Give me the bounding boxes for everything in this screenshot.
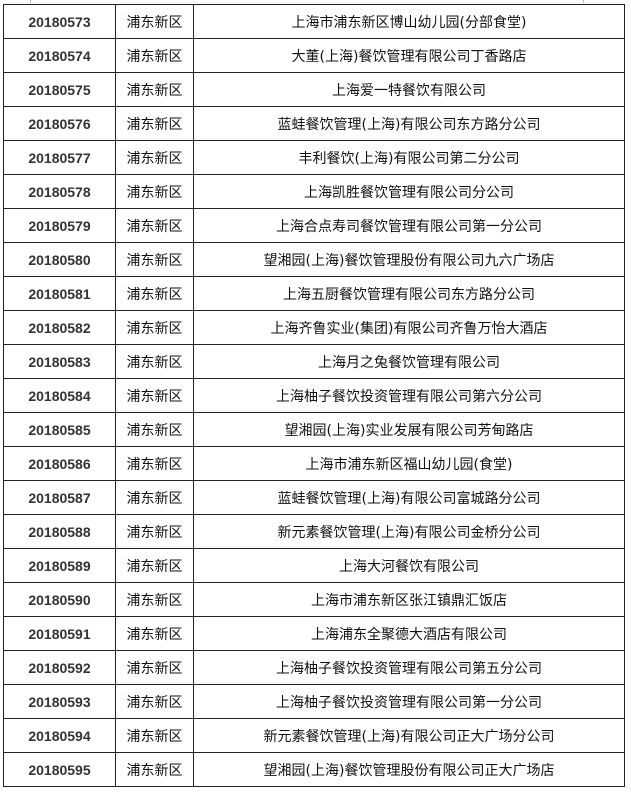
corner-mark [30, 0, 31, 3]
district-cell: 浦东新区 [115, 514, 194, 549]
table-row: 20180575 浦东新区 上海爱一特餐饮有限公司 [3, 72, 625, 107]
name-cell: 上海市浦东新区张江镇鼎汇饭店 [193, 582, 625, 617]
id-cell: 20180584 [3, 378, 116, 413]
district-cell: 浦东新区 [115, 616, 194, 651]
id-cell: 20180580 [3, 242, 116, 277]
id-cell: 20180583 [3, 344, 116, 379]
district-cell: 浦东新区 [115, 174, 194, 209]
name-cell: 上海凯胜餐饮管理有限公司分公司 [193, 174, 625, 209]
district-cell: 浦东新区 [115, 140, 194, 175]
district-cell: 浦东新区 [115, 684, 194, 719]
name-cell: 上海合点寿司餐饮管理有限公司第一分公司 [193, 208, 625, 243]
name-cell: 上海浦东全聚德大酒店有限公司 [193, 616, 625, 651]
id-cell: 20180574 [3, 38, 116, 73]
name-cell: 望湘园(上海)餐饮管理股份有限公司九六广场店 [193, 242, 625, 277]
table-row: 20180582 浦东新区 上海齐鲁实业(集团)有限公司齐鲁万怡大酒店 [3, 310, 625, 345]
district-cell: 浦东新区 [115, 208, 194, 243]
name-cell: 上海柚子餐饮投资管理有限公司第一分公司 [193, 684, 625, 719]
id-cell: 20180577 [3, 140, 116, 175]
district-cell: 浦东新区 [115, 378, 194, 413]
district-cell: 浦东新区 [115, 38, 194, 73]
id-cell: 20180591 [3, 616, 116, 651]
id-cell: 20180586 [3, 446, 116, 481]
district-cell: 浦东新区 [115, 548, 194, 583]
district-cell: 浦东新区 [115, 480, 194, 515]
table-row: 20180579 浦东新区 上海合点寿司餐饮管理有限公司第一分公司 [3, 208, 625, 243]
id-cell: 20180594 [3, 718, 116, 753]
district-cell: 浦东新区 [115, 310, 194, 345]
id-cell: 20180588 [3, 514, 116, 549]
table-row: 20180590 浦东新区 上海市浦东新区张江镇鼎汇饭店 [3, 582, 625, 617]
name-cell: 蓝蛙餐饮管理(上海)有限公司富城路分公司 [193, 480, 625, 515]
district-cell: 浦东新区 [115, 582, 194, 617]
district-cell: 浦东新区 [115, 718, 194, 753]
table-row: 20180589 浦东新区 上海大河餐饮有限公司 [3, 548, 625, 583]
table-row: 20180583 浦东新区 上海月之兔餐饮管理有限公司 [3, 344, 625, 379]
id-cell: 20180573 [3, 4, 116, 39]
table-row: 20180577 浦东新区 丰利餐饮(上海)有限公司第二分公司 [3, 140, 625, 175]
district-cell: 浦东新区 [115, 752, 194, 787]
name-cell: 望湘园(上海)餐饮管理股份有限公司正大广场店 [193, 752, 625, 787]
id-cell: 20180578 [3, 174, 116, 209]
id-cell: 20180595 [3, 752, 116, 787]
table-row: 20180591 浦东新区 上海浦东全聚德大酒店有限公司 [3, 616, 625, 651]
district-cell: 浦东新区 [115, 276, 194, 311]
district-cell: 浦东新区 [115, 242, 194, 277]
name-cell: 上海月之兔餐饮管理有限公司 [193, 344, 625, 379]
table-row: 20180593 浦东新区 上海柚子餐饮投资管理有限公司第一分公司 [3, 684, 625, 719]
district-cell: 浦东新区 [115, 412, 194, 447]
id-cell: 20180592 [3, 650, 116, 685]
table-row: 20180587 浦东新区 蓝蛙餐饮管理(上海)有限公司富城路分公司 [3, 480, 625, 515]
district-cell: 浦东新区 [115, 344, 194, 379]
name-cell: 蓝蛙餐饮管理(上海)有限公司东方路分公司 [193, 106, 625, 141]
id-cell: 20180579 [3, 208, 116, 243]
corner-mark [583, 0, 584, 3]
id-cell: 20180585 [3, 412, 116, 447]
table-row: 20180580 浦东新区 望湘园(上海)餐饮管理股份有限公司九六广场店 [3, 242, 625, 277]
name-cell: 上海柚子餐饮投资管理有限公司第六分公司 [193, 378, 625, 413]
name-cell: 新元素餐饮管理(上海)有限公司金桥分公司 [193, 514, 625, 549]
table-row: 20180573 浦东新区 上海市浦东新区博山幼儿园(分部食堂) [3, 4, 625, 39]
name-cell: 上海柚子餐饮投资管理有限公司第五分公司 [193, 650, 625, 685]
district-cell: 浦东新区 [115, 72, 194, 107]
name-cell: 上海五厨餐饮管理有限公司东方路分公司 [193, 276, 625, 311]
district-cell: 浦东新区 [115, 446, 194, 481]
table-row: 20180581 浦东新区 上海五厨餐饮管理有限公司东方路分公司 [3, 276, 625, 311]
restaurant-table: 20180573 浦东新区 上海市浦东新区博山幼儿园(分部食堂) 20180574 浦东… [3, 4, 625, 787]
name-cell: 大董(上海)餐饮管理有限公司丁香路店 [193, 38, 625, 73]
table-row: 20180574 浦东新区 大董(上海)餐饮管理有限公司丁香路店 [3, 38, 625, 73]
table-row: 20180588 浦东新区 新元素餐饮管理(上海)有限公司金桥分公司 [3, 514, 625, 549]
name-cell: 望湘园(上海)实业发展有限公司芳甸路店 [193, 412, 625, 447]
name-cell: 上海市浦东新区博山幼儿园(分部食堂) [193, 4, 625, 39]
table-row: 20180595 浦东新区 望湘园(上海)餐饮管理股份有限公司正大广场店 [3, 752, 625, 787]
district-cell: 浦东新区 [115, 106, 194, 141]
table-row: 20180586 浦东新区 上海市浦东新区福山幼儿园(食堂) [3, 446, 625, 481]
table-row: 20180594 浦东新区 新元素餐饮管理(上海)有限公司正大广场分公司 [3, 718, 625, 753]
name-cell: 上海大河餐饮有限公司 [193, 548, 625, 583]
id-cell: 20180587 [3, 480, 116, 515]
id-cell: 20180593 [3, 684, 116, 719]
id-cell: 20180589 [3, 548, 116, 583]
name-cell: 上海市浦东新区福山幼儿园(食堂) [193, 446, 625, 481]
id-cell: 20180575 [3, 72, 116, 107]
name-cell: 上海齐鲁实业(集团)有限公司齐鲁万怡大酒店 [193, 310, 625, 345]
name-cell: 新元素餐饮管理(上海)有限公司正大广场分公司 [193, 718, 625, 753]
name-cell: 丰利餐饮(上海)有限公司第二分公司 [193, 140, 625, 175]
table-row: 20180584 浦东新区 上海柚子餐饮投资管理有限公司第六分公司 [3, 378, 625, 413]
id-cell: 20180576 [3, 106, 116, 141]
table-row: 20180592 浦东新区 上海柚子餐饮投资管理有限公司第五分公司 [3, 650, 625, 685]
id-cell: 20180581 [3, 276, 116, 311]
district-cell: 浦东新区 [115, 4, 194, 39]
id-cell: 20180590 [3, 582, 116, 617]
table-row: 20180576 浦东新区 蓝蛙餐饮管理(上海)有限公司东方路分公司 [3, 106, 625, 141]
name-cell: 上海爱一特餐饮有限公司 [193, 72, 625, 107]
id-cell: 20180582 [3, 310, 116, 345]
table-row: 20180578 浦东新区 上海凯胜餐饮管理有限公司分公司 [3, 174, 625, 209]
table-row: 20180585 浦东新区 望湘园(上海)实业发展有限公司芳甸路店 [3, 412, 625, 447]
district-cell: 浦东新区 [115, 650, 194, 685]
